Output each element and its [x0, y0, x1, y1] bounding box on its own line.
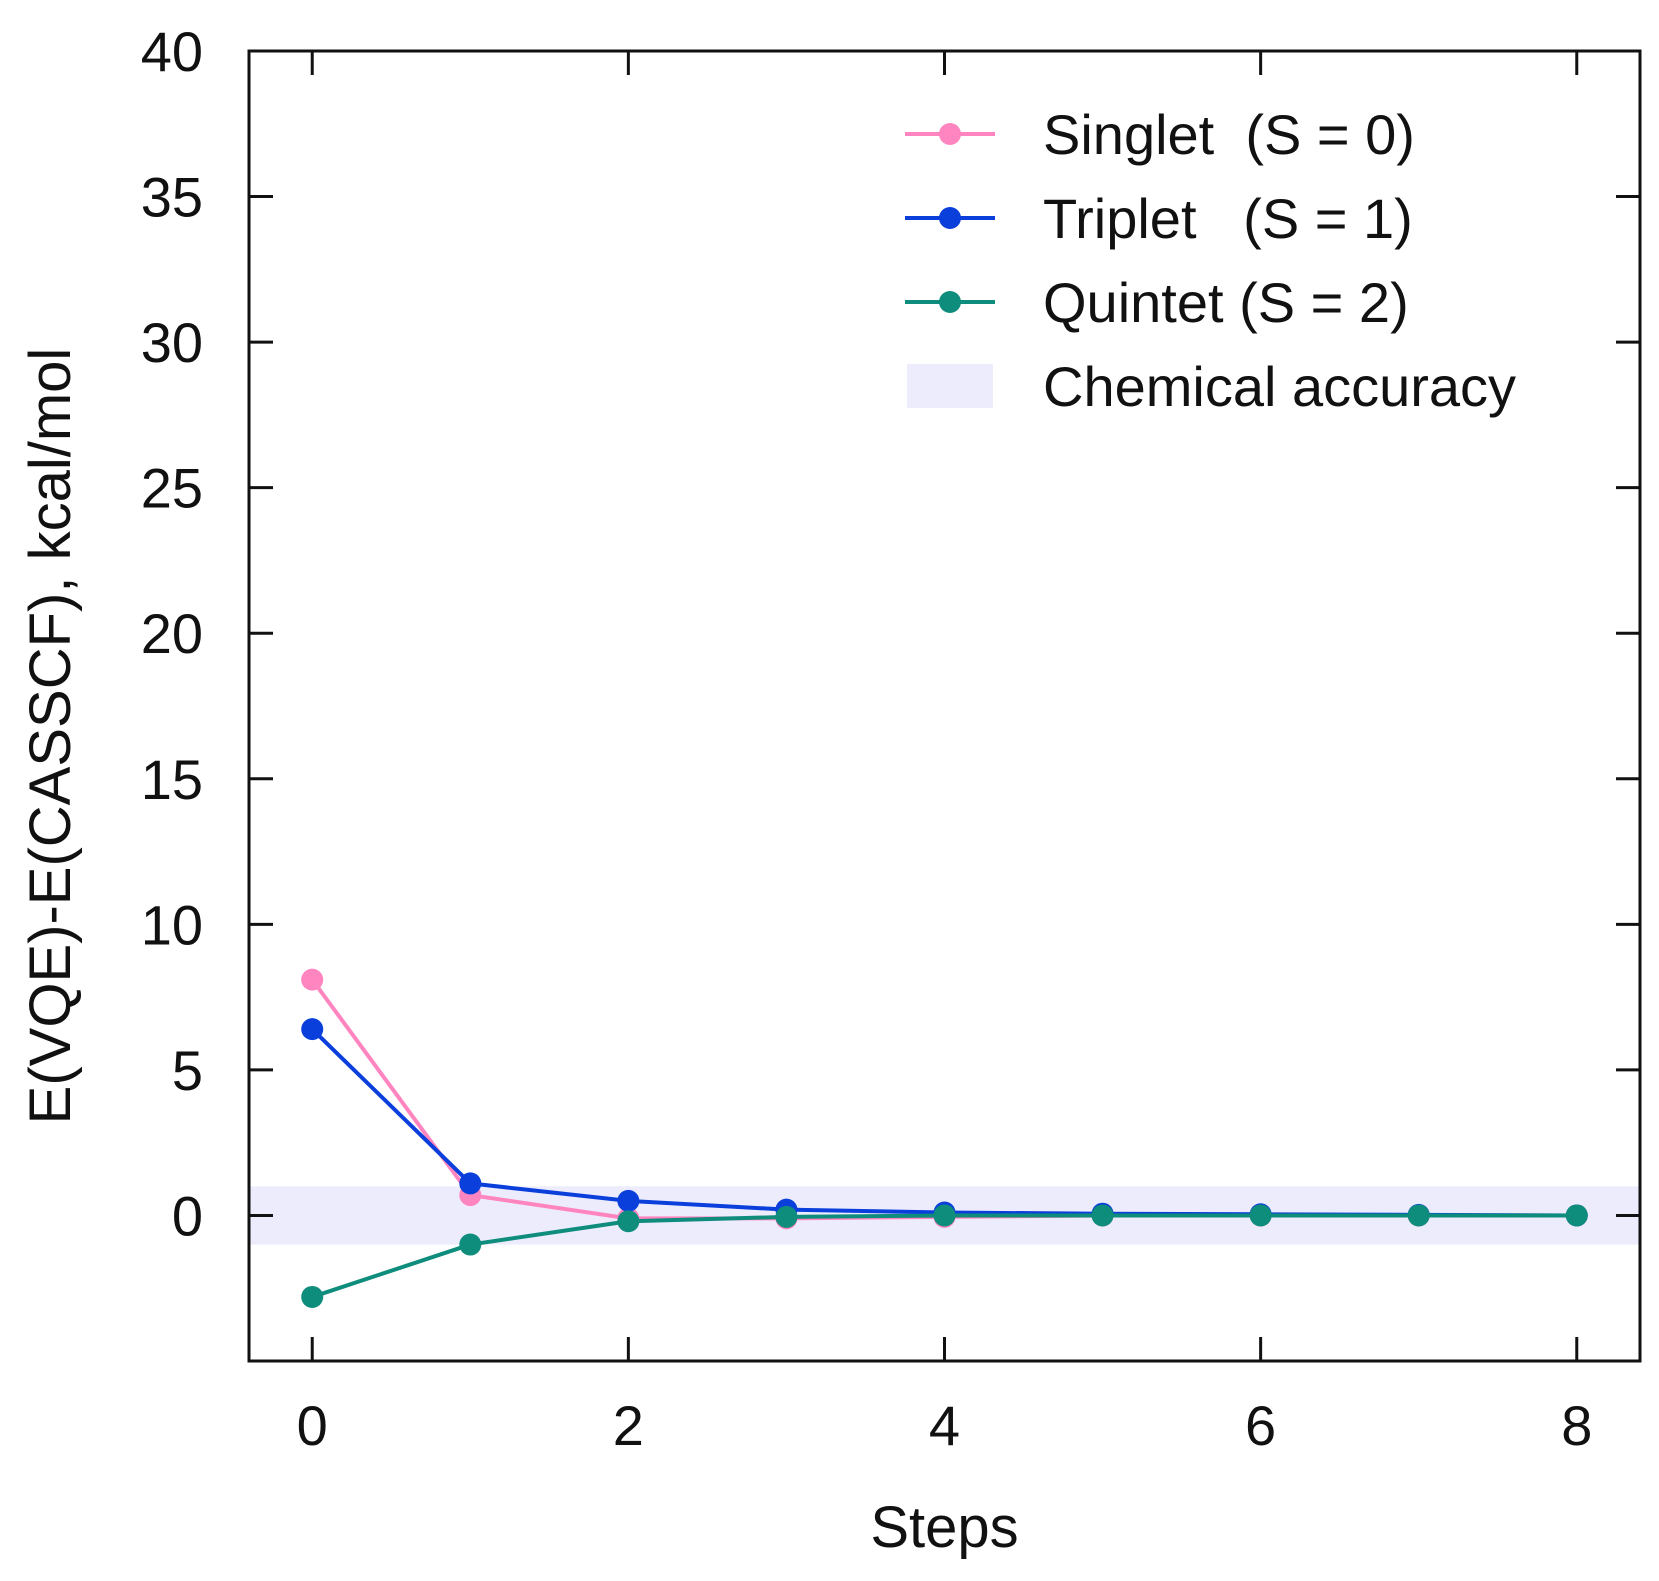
- series-line: [310, 978, 1577, 1221]
- data-point: [1091, 1204, 1114, 1227]
- legend-marker: [939, 123, 961, 145]
- label-layer: 0 5 10 15 20 25 30 35 40 0 2 4 6 8: [141, 20, 1593, 1457]
- data-point: [617, 1210, 640, 1233]
- legend-label: Quintet (S = 2): [1043, 271, 1409, 334]
- data-point: [301, 1018, 324, 1041]
- data-point: [1407, 1204, 1430, 1227]
- y-tick-label: 35: [141, 166, 203, 229]
- y-tick-label: 0: [172, 1184, 203, 1247]
- x-tick-label: 6: [1245, 1394, 1276, 1457]
- y-tick-label: 30: [141, 311, 203, 374]
- legend-marker: [939, 207, 961, 229]
- legend-label: Chemical accuracy: [1043, 355, 1516, 418]
- series-layer: [301, 968, 1588, 1308]
- data-point: [933, 1204, 956, 1227]
- legend-marker: [939, 291, 961, 313]
- y-tick-label: 25: [141, 457, 203, 520]
- x-tick-label: 8: [1561, 1394, 1592, 1457]
- data-point: [459, 1233, 482, 1256]
- data-point: [301, 1285, 324, 1308]
- tick-layer: [249, 49, 1640, 1361]
- x-tick-label: 2: [613, 1394, 644, 1457]
- plot-frame: [247, 49, 1642, 1363]
- y-tick-label: 5: [172, 1039, 203, 1102]
- x-tick-label: 0: [297, 1394, 328, 1457]
- data-point: [1249, 1204, 1272, 1227]
- data-point: [301, 968, 324, 991]
- y-tick-label: 10: [141, 893, 203, 956]
- x-tick-label: 4: [929, 1394, 960, 1457]
- legend-band-swatch: [907, 364, 993, 408]
- legend-label: Singlet (S = 0): [1043, 103, 1415, 166]
- x-axis-title: Steps: [870, 1495, 1018, 1560]
- data-point: [775, 1205, 798, 1228]
- y-axis-title: E(VQE)-E(CASSCF), kcal/mol: [18, 348, 83, 1125]
- y-tick-label: 20: [141, 602, 203, 665]
- data-point: [1565, 1204, 1588, 1227]
- legend-label: Triplet (S = 1): [1043, 187, 1413, 250]
- data-point: [459, 1172, 482, 1195]
- y-tick-label: 40: [141, 20, 203, 83]
- y-tick-label: 15: [141, 748, 203, 811]
- legend: Singlet (S = 0) Triplet (S = 1) Quintet (S…: [905, 103, 1516, 418]
- data-point: [617, 1189, 640, 1212]
